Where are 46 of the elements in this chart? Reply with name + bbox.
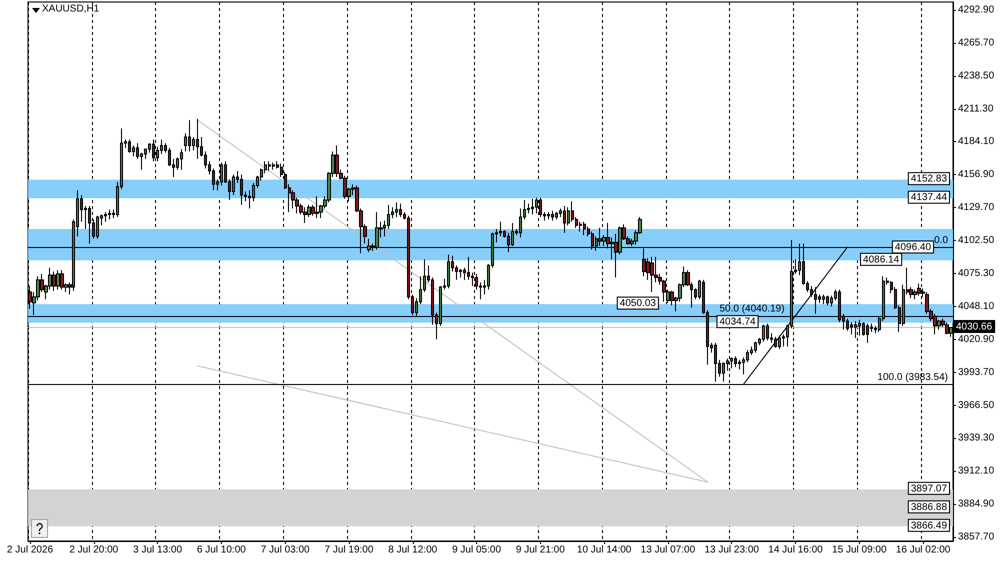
ref-line-label: 50.0 (4040.19) [719, 304, 785, 315]
annotation: 4152.83 [910, 174, 948, 185]
y-tick-label: 4048.10 [958, 300, 995, 312]
x-tick-label: 7 Jul 03:00 [260, 544, 310, 556]
annotation: 4034.74 [719, 316, 756, 328]
y-tick-label: 4265.70 [958, 37, 995, 48]
annotation: 3897.07 [910, 483, 948, 494]
annotation: 4137.44 [910, 192, 948, 204]
x-tick-label: 13 Jul 07:00 [640, 544, 696, 556]
y-tick-label: 3993.70 [958, 366, 995, 378]
annotation: 3886.88 [910, 502, 948, 513]
y-tick-label: 3912.10 [958, 466, 995, 477]
ref-line-label: 100.0 (3983.54) [877, 372, 948, 384]
annotation: 4096.40 [894, 242, 932, 253]
y-tick-label: 4292.90 [958, 4, 995, 16]
y-tick-label: 4238.50 [958, 70, 995, 82]
x-tick-label: 16 Jul 02:00 [896, 544, 951, 556]
x-tick-label: 2 Jul 20:00 [69, 544, 119, 556]
y-tick-label: 3939.30 [958, 432, 995, 444]
annotation: 3866.49 [910, 520, 948, 532]
ref-line-label: 4030.66 [956, 322, 993, 333]
x-tick-label: 14 Jul 16:00 [768, 544, 824, 556]
x-tick-label: 2 Jul 2026 [6, 544, 54, 556]
y-tick-label: 4102.50 [958, 235, 995, 246]
y-tick-label: 3884.90 [958, 498, 995, 510]
x-tick-label: 8 Jul 12:00 [388, 544, 438, 556]
x-tick-label: 3 Jul 13:00 [133, 544, 182, 556]
y-tick-label: 3966.50 [958, 400, 995, 411]
y-tick-label: 4184.10 [958, 136, 995, 148]
annotation: 0.0 [934, 234, 948, 246]
y-tick-label: 3857.70 [958, 532, 995, 543]
y-tick-label: 4075.30 [958, 268, 995, 279]
y-tick-label: 4020.90 [958, 334, 995, 345]
x-tick-label: 6 Jul 10:00 [196, 544, 246, 556]
y-tick-label: 4156.90 [958, 169, 995, 180]
x-tick-label: 10 Jul 14:00 [576, 544, 632, 556]
annotation: 4086.14 [863, 254, 900, 266]
x-tick-label: 9 Jul 21:00 [516, 544, 566, 556]
x-tick-label: 7 Jul 19:00 [324, 544, 374, 556]
x-tick-label: 9 Jul 05:00 [452, 544, 502, 556]
annotation: 4050.03 [620, 298, 656, 310]
chart-title: XAUUSD,H1 [42, 4, 100, 14]
y-tick-label: 4211.30 [958, 103, 994, 114]
x-tick-label: 15 Jul 09:00 [832, 544, 887, 556]
x-tick-label: 13 Jul 23:00 [704, 544, 760, 556]
y-tick-label: 4129.70 [958, 202, 995, 214]
